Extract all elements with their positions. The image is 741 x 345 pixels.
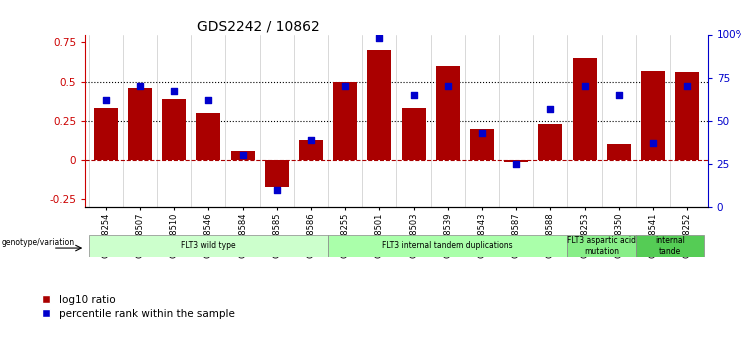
- Point: [134, 83, 146, 89]
- Point: [202, 97, 214, 103]
- Text: FLT3 aspartic acid
mutation: FLT3 aspartic acid mutation: [567, 236, 636, 256]
- Point: [236, 152, 248, 158]
- Point: [511, 161, 522, 167]
- Bar: [89, 235, 328, 257]
- Bar: [162, 99, 186, 160]
- Point: [681, 83, 693, 89]
- Point: [613, 92, 625, 98]
- Point: [339, 83, 351, 89]
- Text: FLT3
internal
tande
m dupli: FLT3 internal tande m dupli: [655, 226, 685, 266]
- Bar: [641, 71, 665, 160]
- Point: [647, 140, 659, 146]
- Bar: [299, 140, 323, 160]
- Bar: [568, 235, 636, 257]
- Bar: [196, 113, 220, 160]
- Text: genotype/variation: genotype/variation: [1, 238, 75, 247]
- Point: [305, 137, 317, 142]
- Bar: [328, 235, 568, 257]
- Point: [168, 89, 180, 94]
- Point: [100, 97, 112, 103]
- Text: GDS2242 / 10862: GDS2242 / 10862: [197, 19, 320, 33]
- Point: [270, 187, 282, 193]
- Point: [408, 92, 419, 98]
- Point: [579, 83, 591, 89]
- Bar: [573, 58, 597, 160]
- Bar: [504, 160, 528, 161]
- Text: FLT3 internal tandem duplications: FLT3 internal tandem duplications: [382, 241, 513, 250]
- Bar: [333, 81, 357, 160]
- Bar: [436, 66, 459, 160]
- Point: [442, 83, 453, 89]
- Point: [476, 130, 488, 136]
- Bar: [128, 88, 152, 160]
- Bar: [94, 108, 118, 160]
- Text: FLT3 wild type: FLT3 wild type: [181, 241, 236, 250]
- Bar: [539, 124, 562, 160]
- Bar: [607, 144, 631, 160]
- Bar: [470, 129, 494, 160]
- Bar: [265, 160, 289, 187]
- Legend: log10 ratio, percentile rank within the sample: log10 ratio, percentile rank within the …: [42, 295, 235, 319]
- Point: [545, 106, 556, 111]
- Bar: [675, 72, 699, 160]
- Bar: [230, 150, 254, 160]
- Bar: [368, 50, 391, 160]
- Bar: [636, 235, 704, 257]
- Bar: [402, 108, 425, 160]
- Point: [373, 35, 385, 41]
